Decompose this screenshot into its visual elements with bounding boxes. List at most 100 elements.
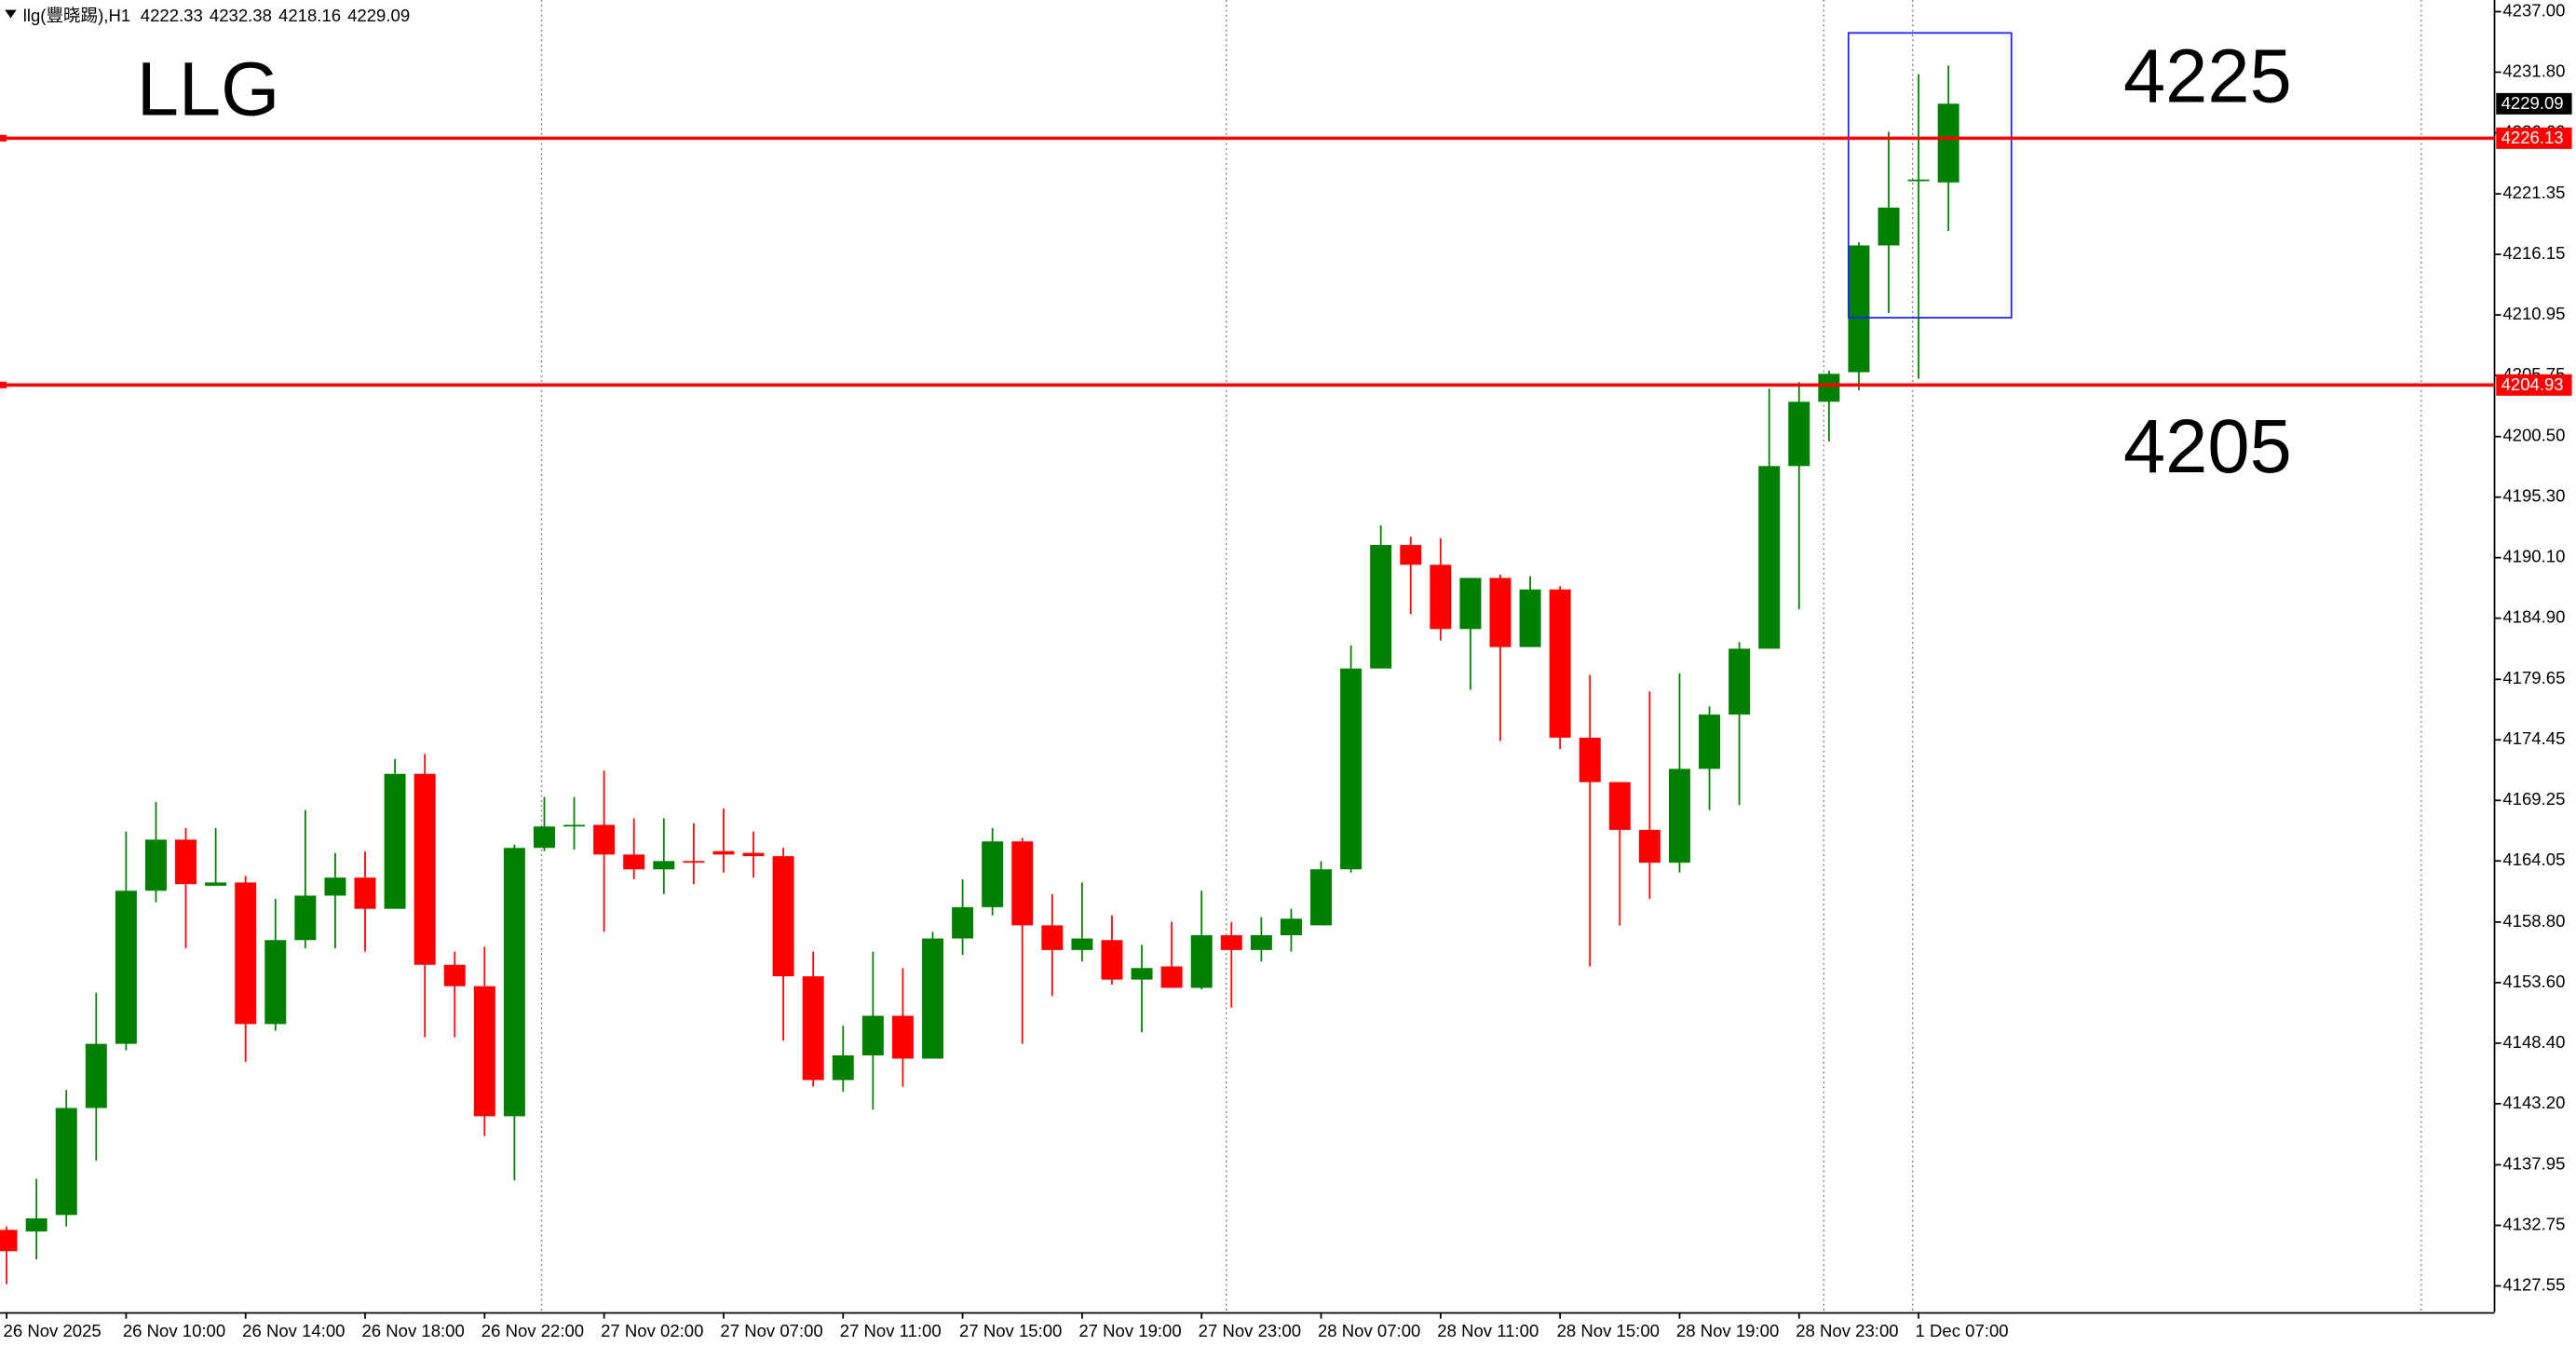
level-tag — [2496, 127, 2572, 149]
x-tick-label: 27 Nov 19:00 — [1078, 1321, 1181, 1340]
candle-body — [384, 773, 406, 909]
candle-body — [593, 824, 616, 855]
candle-body — [1668, 768, 1690, 863]
candle-body — [802, 976, 824, 1081]
candle-body — [324, 877, 346, 896]
y-tick-label: 4179.65 — [2502, 668, 2565, 687]
candle-body — [1370, 545, 1392, 669]
candle-body — [1519, 589, 1541, 647]
header: llg(豐晓踢),H1 4222.33 4232.38 4218.16 4229.09 — [23, 6, 410, 25]
candle-body — [1131, 968, 1153, 980]
annotation: LLG — [137, 48, 280, 132]
candle-body — [1190, 935, 1213, 988]
y-tick-label: 4132.75 — [2502, 1214, 2565, 1233]
candle-body — [115, 891, 137, 1044]
candle-body — [952, 906, 974, 939]
candle-body — [772, 856, 794, 977]
candle-body — [533, 826, 555, 849]
x-tick-label: 26 Nov 2025 — [4, 1321, 102, 1340]
y-tick-label: 4127.55 — [2502, 1274, 2565, 1294]
x-tick-label: 28 Nov 15:00 — [1557, 1321, 1660, 1340]
marks — [0, 65, 1959, 1285]
candle-body — [742, 852, 765, 857]
candle-body — [832, 1054, 854, 1081]
candle-body — [473, 986, 495, 1117]
candle-body — [294, 895, 317, 941]
x-tick-label: 26 Nov 14:00 — [242, 1321, 345, 1340]
y-tick-label: 4137.95 — [2502, 1153, 2565, 1173]
candle-body — [982, 841, 1004, 907]
candle-body — [503, 848, 525, 1117]
x-tick-label: 27 Nov 07:00 — [720, 1321, 822, 1340]
y-tick-label: 4184.90 — [2502, 607, 2565, 627]
candle-body — [443, 964, 466, 986]
candle-body — [354, 877, 376, 909]
level-tag-label: 4226.13 — [2501, 128, 2564, 147]
level-dot — [0, 381, 7, 388]
x-tick-label: 1 Dec 07:00 — [1916, 1321, 2009, 1340]
x-tick-label: 26 Nov 22:00 — [481, 1321, 584, 1340]
header-high: 4232.38 — [210, 6, 272, 25]
candle-body — [144, 839, 167, 891]
candle-body — [563, 824, 586, 827]
y-tick-label: 4158.80 — [2502, 911, 2565, 931]
candle-body — [1699, 714, 1721, 769]
candle-body — [1848, 245, 1870, 373]
candle-body — [1788, 401, 1810, 467]
candle-body — [175, 839, 197, 885]
candle-body — [1459, 578, 1482, 630]
y-tick-label: 4231.80 — [2502, 61, 2565, 80]
candle-body — [1400, 545, 1422, 565]
candle-body — [1579, 737, 1601, 782]
symbol: llg(豐晓踢),H1 — [23, 6, 130, 25]
candle-body — [235, 882, 257, 1025]
y-tick-label: 4148.40 — [2502, 1032, 2565, 1052]
candle-body — [891, 1015, 914, 1059]
header-low: 4218.16 — [278, 6, 341, 25]
candle-body — [712, 850, 735, 855]
price-tag-label: 4229.09 — [2501, 93, 2564, 113]
x-tick-label: 27 Nov 11:00 — [840, 1321, 942, 1340]
y-tick-label: 4237.00 — [2502, 0, 2565, 20]
candle-body — [1729, 648, 1751, 715]
candle-body — [55, 1108, 77, 1216]
x-tick-label: 27 Nov 23:00 — [1199, 1321, 1301, 1340]
candle-body — [1608, 782, 1631, 830]
header-open: 4222.33 — [141, 6, 203, 25]
x-tick-label: 28 Nov 19:00 — [1676, 1321, 1779, 1340]
candle-body — [1430, 564, 1452, 630]
candle-body — [1878, 207, 1900, 246]
x-tick-label: 26 Nov 18:00 — [361, 1321, 464, 1340]
candle-body — [1549, 589, 1571, 738]
candle-body — [1041, 925, 1064, 950]
x-tick-label: 27 Nov 02:00 — [601, 1321, 703, 1340]
candle-body — [85, 1043, 107, 1108]
candle-body — [1011, 841, 1034, 926]
candle-body — [653, 861, 675, 870]
candle-body — [1638, 829, 1661, 863]
header-close: 4229.09 — [347, 6, 410, 25]
y-tick-label: 4221.35 — [2502, 183, 2565, 202]
y-tick-label: 4210.95 — [2502, 304, 2565, 323]
candle-body — [1101, 940, 1123, 980]
y-tick-label: 4216.15 — [2502, 243, 2565, 263]
menu-arrow — [5, 9, 17, 19]
candle-body — [1220, 935, 1242, 950]
candle-body — [25, 1217, 47, 1232]
candle-body — [1250, 935, 1272, 950]
level-dot — [0, 134, 7, 142]
candle-body — [922, 938, 943, 1059]
period-separators — [540, 0, 2422, 1312]
candle-body — [1071, 938, 1093, 950]
x-tick-label: 28 Nov 07:00 — [1318, 1321, 1420, 1340]
x-tick-label: 28 Nov 23:00 — [1796, 1321, 1898, 1340]
candle-body — [683, 861, 705, 863]
y-tick-label: 4174.45 — [2502, 728, 2565, 748]
y-tick-label: 4195.30 — [2502, 486, 2565, 506]
level-tag — [2496, 374, 2572, 396]
highlight-box — [1847, 32, 2013, 319]
candle-body — [1489, 578, 1512, 647]
